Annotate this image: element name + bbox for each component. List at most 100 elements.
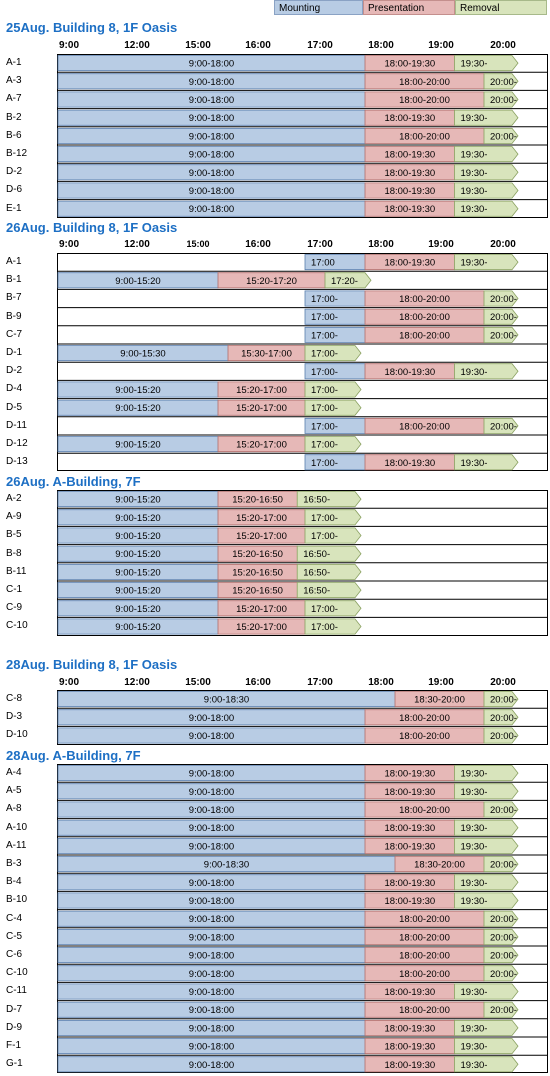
section-1-tick-label: 18:00	[368, 40, 394, 51]
row-label: A-5	[6, 785, 22, 797]
removal-bar	[454, 363, 519, 380]
removal-bar-label: 20:00-	[490, 312, 517, 323]
mounting-bar-label: 9:00-18:00	[189, 1060, 234, 1071]
section-2-tick-label: 18:00	[368, 239, 394, 250]
presentation-bar-label: 18:00-20:00	[399, 77, 450, 88]
presentation-bar-label: 18:00-20:00	[399, 312, 450, 323]
removal-bar-label: 20:00-	[490, 969, 517, 980]
mounting-bar-label: 9:00-18:00	[189, 787, 234, 798]
row-label: B-5	[6, 529, 22, 541]
removal-bar-label: 19:30-	[461, 841, 488, 852]
section-4-tick-label: 16:00	[245, 677, 271, 688]
section-1-title: 25Aug. Building 8, 1F Oasis	[6, 20, 178, 35]
removal-bar-label: 16:50-	[303, 586, 330, 597]
legend-removal-label: Removal	[460, 3, 500, 14]
presentation-bar-label: 18:00-19:30	[384, 1023, 435, 1034]
removal-bar	[454, 254, 519, 271]
row-label: A-1	[6, 57, 22, 68]
presentation-bar-label: 18:00-19:30	[384, 878, 435, 889]
row-label: C-4	[6, 912, 23, 924]
presentation-bar-label: 15:20-16:50	[232, 549, 283, 560]
removal-bar	[483, 947, 519, 964]
presentation-bar-label: 18:00-20:00	[399, 805, 450, 816]
section-1-tick-label: 17:00	[307, 40, 333, 51]
mounting-bar-label: 9:00-18:00	[189, 731, 234, 742]
presentation-bar-label: 18:00-20:00	[399, 294, 450, 305]
presentation-bar-label: 15:20-17:00	[236, 604, 287, 615]
section-3-title: 26Aug. A-Building, 7F	[6, 474, 141, 489]
removal-bar-label: 19:30-	[461, 186, 488, 197]
section-2-tick-label: 16:00	[245, 239, 271, 250]
removal-bar-label: 19:30-	[461, 787, 488, 798]
mounting-bar-label: 9:00-18:30	[204, 695, 249, 706]
mounting-bar-label: 9:00-15:20	[115, 385, 160, 396]
presentation-bar-label: 18:00-19:30	[384, 896, 435, 907]
section-2-tick-label: 12:00	[124, 239, 150, 250]
presentation-bar-label: 18:00-20:00	[399, 932, 450, 943]
mounting-bar-label: 17:00-	[311, 294, 338, 305]
presentation-bar-label: 18:00-19:30	[384, 258, 435, 269]
row-label: A-11	[6, 839, 27, 851]
presentation-bar-label: 18:00-19:30	[384, 204, 435, 215]
presentation-bar-label: 15:20-17:20	[246, 276, 297, 287]
presentation-bar-label: 15:20-17:00	[236, 622, 287, 633]
presentation-bar-label: 15:20-17:00	[236, 403, 287, 414]
presentation-bar-label: 15:20-17:00	[236, 531, 287, 542]
mounting-bar-label: 9:00-18:00	[189, 805, 234, 816]
removal-bar-label: 16:50-	[303, 495, 330, 506]
removal-bar	[454, 765, 519, 782]
mounting-bar-label: 9:00-18:00	[189, 914, 234, 925]
removal-bar-label: 20:00-	[490, 951, 517, 962]
removal-bar	[304, 381, 362, 398]
row-label: B-12	[6, 148, 28, 159]
mounting-bar-label: 9:00-18:00	[189, 932, 234, 943]
removal-bar-label: 17:00-	[311, 385, 338, 396]
removal-bar	[454, 1056, 519, 1073]
row-label: A-10	[6, 821, 28, 833]
presentation-bar-label: 18:00-19:30	[384, 168, 435, 179]
row-label: D-13	[6, 456, 28, 468]
row-label: D-9	[6, 1021, 23, 1033]
section-2-tick-label: 19:00	[428, 239, 454, 250]
removal-bar	[454, 874, 519, 891]
removal-bar-label: 19:30-	[461, 1042, 488, 1053]
removal-bar-label: 20:00-	[490, 330, 517, 341]
removal-bar-label: 20:00-	[490, 713, 517, 724]
row-label: D-1	[6, 347, 23, 358]
mounting-bar-label: 9:00-15:20	[115, 549, 160, 560]
presentation-bar-label: 18:00-20:00	[399, 330, 450, 341]
mounting-bar-label: 9:00-18:00	[189, 769, 234, 780]
removal-bar-label: 17:00-	[311, 349, 338, 360]
row-label: D-11	[6, 419, 27, 431]
mounting-bar-label: 9:00-15:20	[115, 513, 160, 524]
removal-bar	[304, 436, 362, 453]
removal-bar	[304, 399, 362, 416]
removal-bar	[296, 582, 362, 599]
removal-bar-label: 17:00-	[311, 513, 338, 524]
row-label: D-4	[6, 383, 23, 395]
section-2-tick-label: 15:00	[186, 239, 210, 249]
row-label: A-9	[6, 511, 22, 523]
section-1-tick-label: 15:00	[185, 40, 211, 51]
removal-bar-label: 20:00-	[490, 731, 517, 742]
removal-bar-label: 19:30-	[461, 59, 488, 70]
row-label: G-1	[6, 1058, 23, 1070]
removal-bar-label: 19:30-	[461, 150, 488, 161]
removal-bar	[483, 709, 519, 726]
section-2-tick-label: 9:00	[58, 239, 80, 250]
mounting-bar-label: 17:00-	[311, 367, 338, 378]
removal-bar	[454, 819, 519, 836]
section-1-bars: 9:00-18:00 18:00-19:30 19:30- 9:00-18:00 18:…	[57, 55, 548, 217]
removal-bar-label: 17:00-	[311, 604, 338, 615]
mounting-bar-label: 9:00-18:00	[189, 186, 234, 197]
row-label: A-2	[6, 493, 22, 504]
section-4-tick-label: 9:00	[58, 677, 80, 688]
removal-bar	[483, 1001, 519, 1018]
section-4-tick-label: 12:00	[124, 677, 150, 688]
section-4-tick-label: 18:00	[368, 677, 394, 688]
row-label: C-5	[6, 930, 23, 942]
row-label: B-11	[6, 565, 27, 577]
presentation-bar-label: 18:00-20:00	[399, 1005, 450, 1016]
mounting-bar-label: 9:00-18:00	[189, 951, 234, 962]
removal-bar	[483, 727, 519, 744]
